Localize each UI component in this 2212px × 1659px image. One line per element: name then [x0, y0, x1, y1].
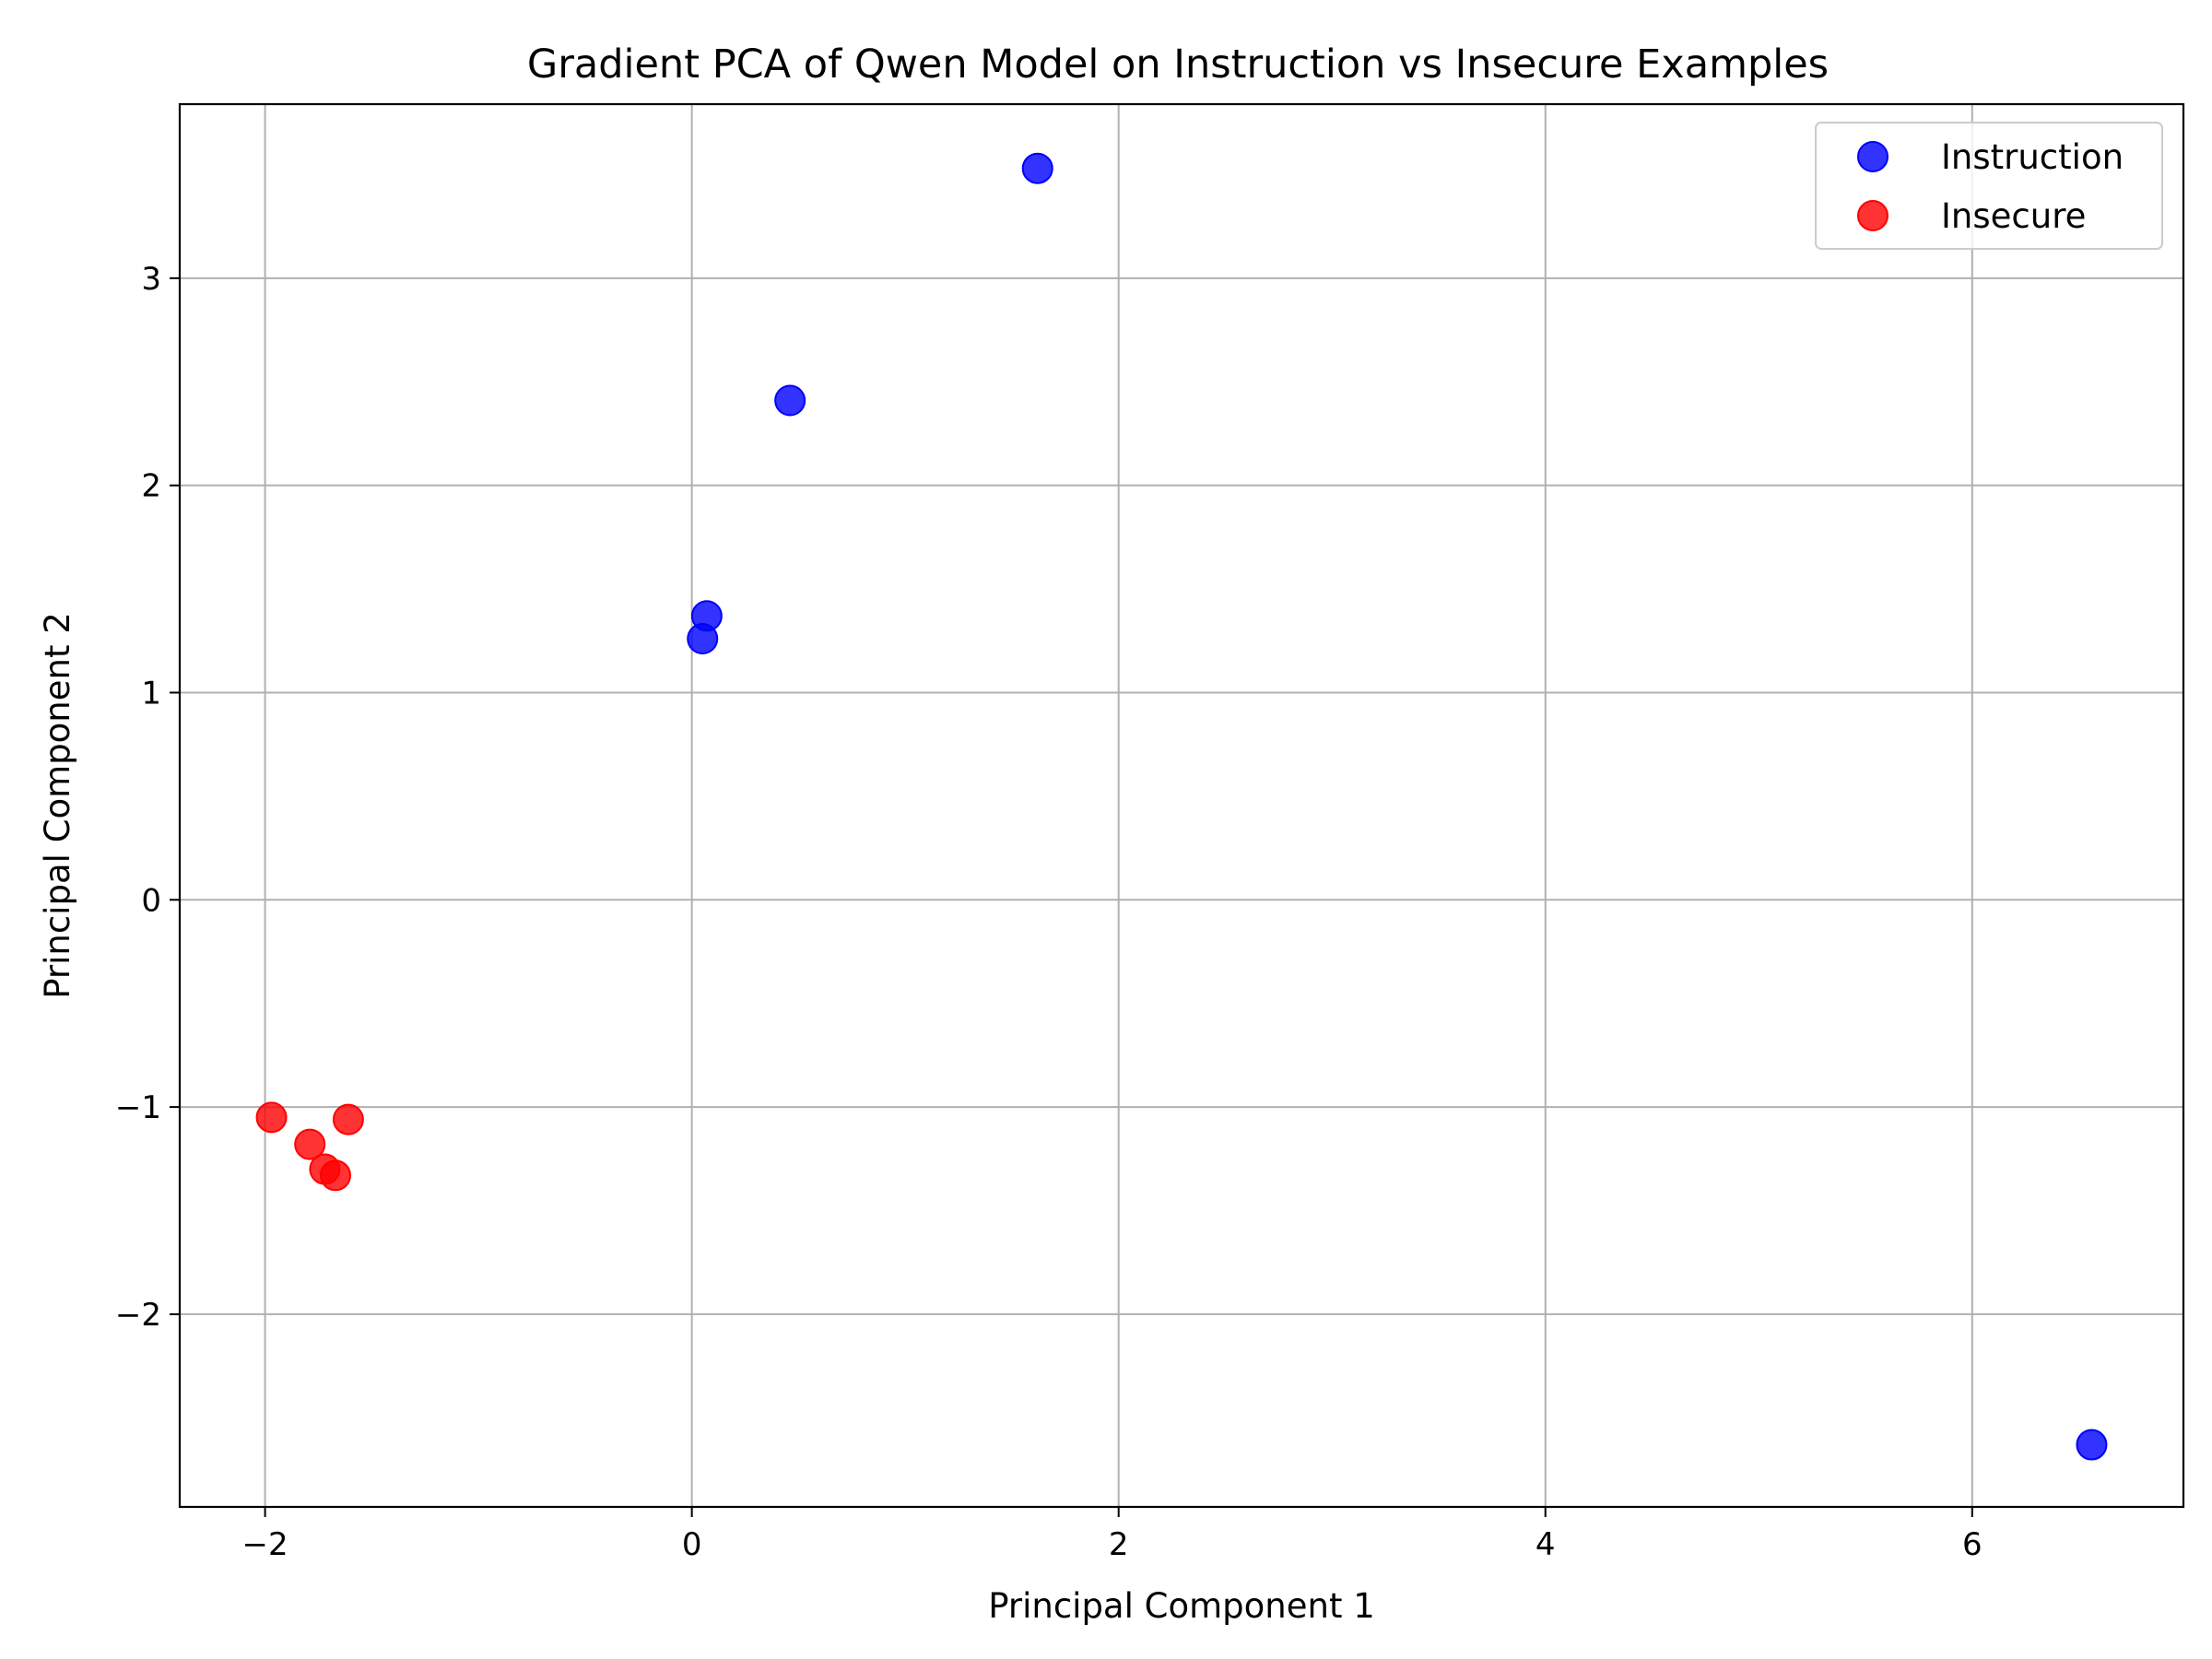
legend-box — [1815, 122, 2163, 250]
y-axis-label: Principal Component 2 — [38, 612, 77, 999]
legend: Instruction Insecure — [1815, 122, 2163, 250]
series-instruction — [687, 152, 2108, 1461]
x-tick-label: 0 — [682, 1526, 702, 1563]
instruction-point — [2076, 1429, 2108, 1461]
chart-title: Gradient PCA of Qwen Model on Instructio… — [527, 41, 1829, 88]
y-tick-label: 1 — [141, 675, 161, 712]
plot-area — [178, 102, 2185, 1509]
y-tick-label: 3 — [141, 261, 161, 298]
y-tick-label: −2 — [115, 1297, 161, 1334]
x-tick-label: 2 — [1109, 1526, 1129, 1563]
legend-label-insecure: Insecure — [1941, 196, 2086, 236]
axis-ticks: −2 0 2 4 6 −2 −1 0 1 2 3 — [115, 261, 1983, 1563]
x-tick-label: 6 — [1962, 1526, 1983, 1563]
insecure-point — [332, 1103, 364, 1135]
plot-background — [180, 104, 2183, 1507]
insecure-point — [320, 1159, 352, 1192]
instruction-point — [687, 623, 719, 655]
legend-entries: Instruction Insecure — [1857, 137, 2124, 236]
x-axis-label: Principal Component 1 — [988, 1586, 1375, 1626]
legend-label-instruction: Instruction — [1941, 137, 2124, 177]
instruction-point — [1021, 152, 1053, 184]
legend-marker-insecure — [1857, 200, 1888, 231]
plot-frame — [178, 102, 2185, 1509]
insecure-point — [255, 1101, 288, 1134]
y-tick-label: −1 — [115, 1089, 161, 1126]
legend-marker-instruction — [1857, 141, 1888, 172]
grid-lines — [180, 104, 2183, 1507]
x-tick-label: 4 — [1535, 1526, 1556, 1563]
instruction-point — [774, 384, 806, 417]
data-points — [255, 152, 2108, 1461]
series-insecure — [255, 1101, 364, 1192]
insecure-point — [294, 1128, 326, 1160]
y-tick-label: 2 — [141, 468, 161, 505]
x-tick-label: −2 — [242, 1526, 288, 1563]
y-tick-label: 0 — [141, 882, 161, 919]
